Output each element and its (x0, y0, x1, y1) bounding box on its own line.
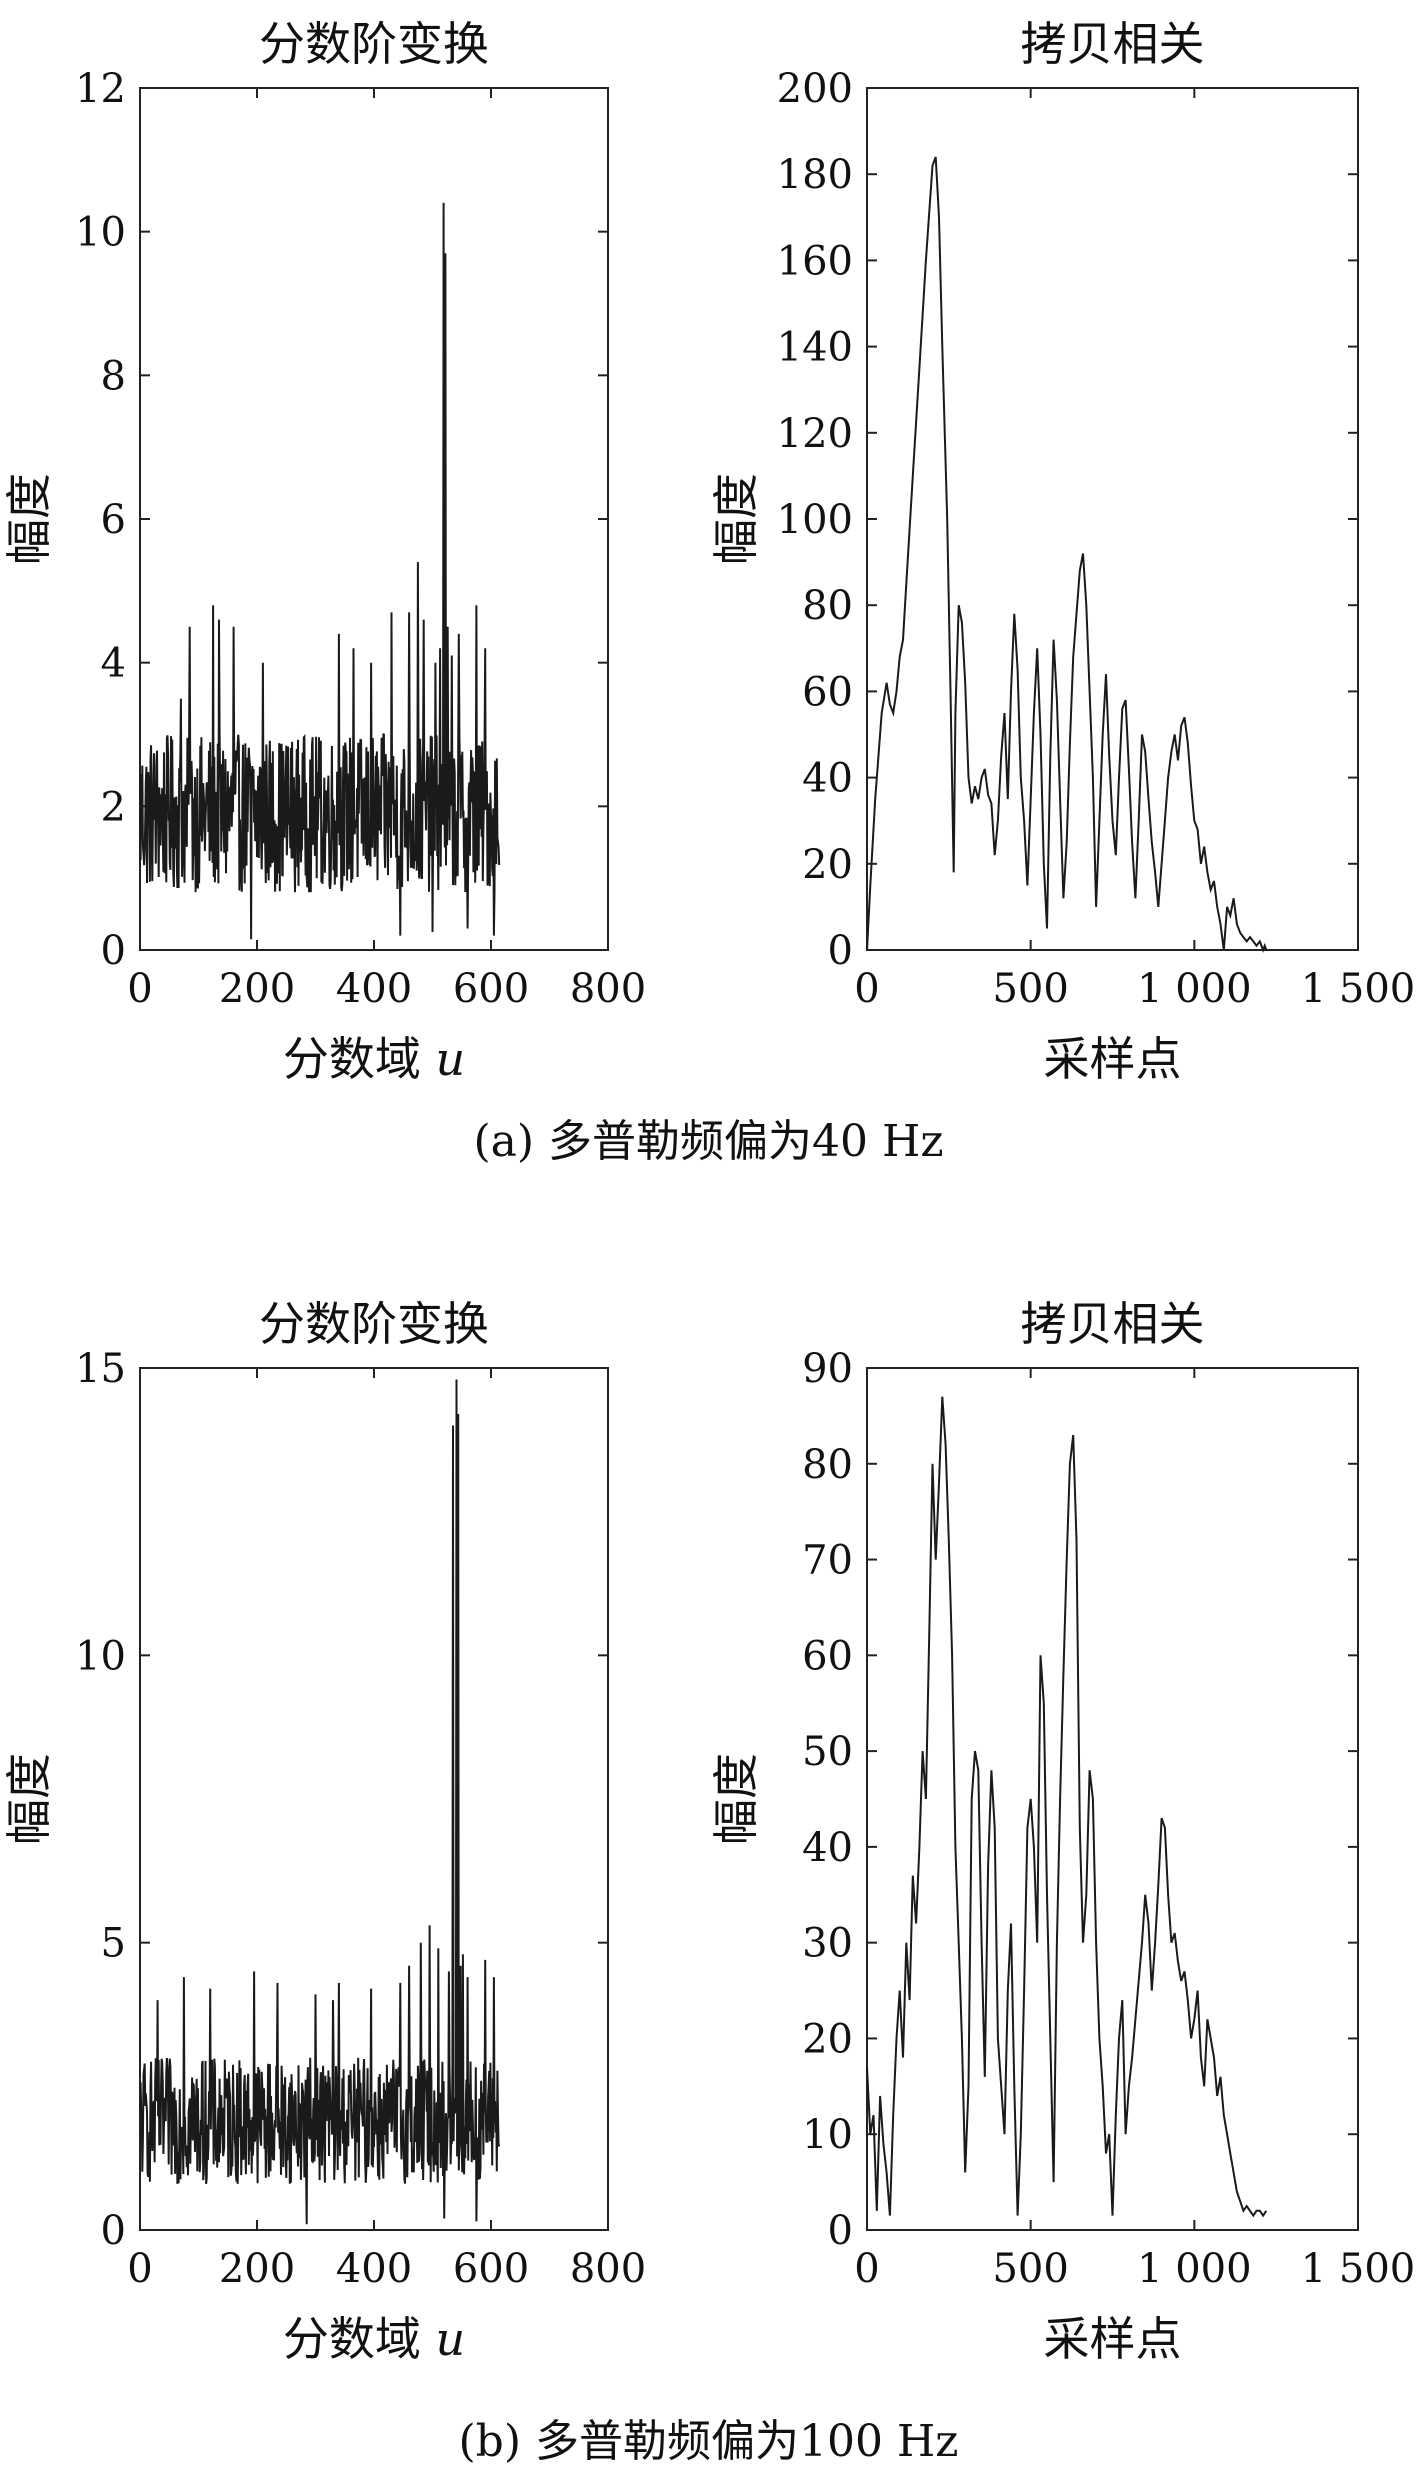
y-tick-label: 140 (777, 325, 853, 371)
y-tick-label: 15 (75, 1346, 126, 1392)
x-axis-label: 采样点 (1044, 2312, 1182, 2366)
y-tick-label: 180 (777, 152, 853, 198)
y-tick-label: 2 (101, 784, 126, 830)
x-tick-label: 1 500 (1301, 2246, 1416, 2292)
y-tick-label: 10 (75, 210, 126, 256)
y-tick-label: 60 (802, 1633, 853, 1679)
y-axis-label: 幅度 (2, 473, 56, 565)
y-tick-label: 20 (802, 2016, 853, 2062)
chart-b-frft-panel: 分数阶变换 0 5 10 15 0 200 400 600 800 分数域 u 幅度 (0, 1280, 700, 2400)
x-axis-label: 分数域 u (283, 2312, 465, 2366)
chart-a-frft: 分数阶变换 0 2 4 6 8 10 12 0 200 400 600 800 分数域 u 幅度 (2, 17, 646, 1086)
y-tick-label: 100 (777, 497, 853, 543)
y-axis-label: 幅度 (709, 473, 763, 565)
x-tick-label: 400 (336, 2246, 412, 2292)
chart-title: 分数阶变换 (259, 17, 489, 71)
y-tick-label: 80 (802, 583, 853, 629)
x-tick-label: 1 000 (1137, 2246, 1252, 2292)
y-tick-label: 10 (75, 1633, 126, 1679)
y-tick-label: 30 (802, 1921, 853, 1967)
x-tick-label: 500 (992, 966, 1068, 1012)
y-axis-label: 幅度 (2, 1753, 56, 1845)
chart-a-xcorr-panel: 拷贝相关 0 20 40 60 80 100 120 140 160 180 200 0 500 1 000… (690, 0, 1417, 1100)
y-tick-label: 0 (101, 2208, 126, 2254)
y-tick-label: 5 (101, 1921, 126, 1967)
x-axis-label: 分数域 u (283, 1032, 465, 1086)
y-tick-label: 90 (802, 1346, 853, 1392)
chart-title: 分数阶变换 (259, 1297, 489, 1351)
chart-a-frft-panel: 分数阶变换 0 2 4 6 8 10 12 0 200 400 600 800 分数域 u 幅度 (0, 0, 700, 1100)
x-tick-label: 1 000 (1137, 966, 1252, 1012)
x-tick-label: 600 (453, 2246, 529, 2292)
y-tick-label: 120 (777, 411, 853, 457)
x-tick-label: 1 500 (1301, 966, 1416, 1012)
y-tick-label: 200 (777, 66, 853, 112)
y-tick-label: 4 (101, 641, 126, 687)
x-tick-label: 0 (127, 966, 152, 1012)
y-tick-label: 160 (777, 238, 853, 284)
chart-b-frft: 分数阶变换 0 5 10 15 0 200 400 600 800 分数域 u 幅度 (2, 1297, 646, 2366)
y-axis-label: 幅度 (709, 1753, 763, 1845)
y-tick-label: 40 (802, 1825, 853, 1871)
x-tick-label: 200 (219, 2246, 295, 2292)
series-line (139, 202, 501, 940)
y-tick-label: 10 (802, 2112, 853, 2158)
y-tick-label: 80 (802, 1442, 853, 1488)
chart-b-xcorr: 拷贝相关 0 10 20 30 40 50 60 70 80 90 0 500 1 000 1 500 采样点… (709, 1297, 1416, 2366)
x-tick-label: 0 (854, 2246, 879, 2292)
x-tick-label: 800 (570, 966, 646, 1012)
chart-b-xcorr-panel: 拷贝相关 0 10 20 30 40 50 60 70 80 90 0 500 1 000 1 500 采样点… (690, 1280, 1417, 2400)
chart-title: 拷贝相关 (1021, 1297, 1205, 1351)
x-axis-label: 采样点 (1044, 1032, 1182, 1086)
y-tick-label: 50 (802, 1729, 853, 1775)
y-tick-label: 0 (101, 928, 126, 974)
y-tick-label: 70 (802, 1538, 853, 1584)
y-tick-label: 0 (828, 2208, 853, 2254)
y-tick-label: 40 (802, 756, 853, 802)
x-tick-label: 0 (127, 2246, 152, 2292)
x-tick-label: 600 (453, 966, 529, 1012)
y-tick-label: 60 (802, 669, 853, 715)
caption-b: (b) 多普勒频偏为100 Hz (458, 2416, 959, 2467)
y-tick-label: 20 (802, 842, 853, 888)
x-tick-label: 200 (219, 966, 295, 1012)
series-line (866, 156, 1268, 953)
y-tick-label: 6 (101, 497, 126, 543)
x-tick-label: 500 (992, 2246, 1068, 2292)
x-tick-label: 0 (854, 966, 879, 1012)
y-tick-label: 8 (101, 353, 126, 399)
x-tick-label: 400 (336, 966, 412, 1012)
y-tick-label: 12 (75, 66, 126, 112)
chart-a-xcorr: 拷贝相关 0 20 40 60 80 100 120 140 160 180 200 0 500 1 000… (709, 17, 1416, 1086)
series-line (866, 1396, 1268, 2218)
caption-a: (a) 多普勒频偏为40 Hz (473, 1116, 944, 1167)
x-tick-label: 800 (570, 2246, 646, 2292)
y-tick-label: 0 (828, 928, 853, 974)
plot-frame (866, 1367, 1359, 2231)
chart-title: 拷贝相关 (1021, 17, 1205, 71)
series-line (139, 1379, 501, 2225)
